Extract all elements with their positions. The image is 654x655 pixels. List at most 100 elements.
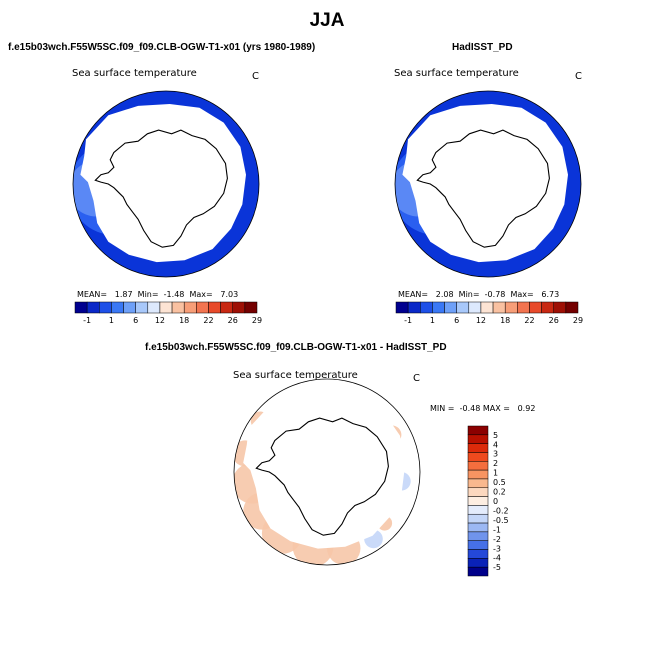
obs-colorbar-box-6 — [468, 301, 482, 314]
obs-colorbar-box-8 — [492, 301, 506, 314]
diff-colorbar-box-10 — [467, 513, 489, 524]
model-antarctica — [94, 129, 228, 248]
obs-colorbar-box-12 — [541, 301, 554, 314]
obs-colorbar-label-1: 1 — [430, 316, 435, 325]
model-colorbar-box-14 — [244, 301, 258, 314]
diff-colorbar-label-3: 2 — [493, 459, 498, 468]
diff-map-border — [233, 378, 421, 566]
diff-colorbar-box-1 — [467, 434, 489, 444]
diff-colorbar-box-0 — [467, 425, 489, 436]
obs-colorbar-box-1 — [407, 301, 421, 314]
obs-colorbar-label-5: 22 — [524, 316, 534, 325]
diff-colorbar-label-4: 1 — [493, 469, 498, 478]
model-colorbar-label-1: 1 — [109, 316, 114, 325]
diff-colorbar-box-15 — [467, 558, 489, 568]
obs-colorbar-box-13 — [553, 301, 567, 314]
model-colorbar-label-5: 22 — [203, 316, 213, 325]
model-colorbar-box-0 — [74, 301, 88, 314]
obs-colorbar-label-0: -1 — [404, 316, 412, 325]
colorbar-model: -1 1 6 12 18 22 26 29 — [74, 301, 262, 325]
model-colorbar-box-5 — [135, 301, 149, 314]
obs-colorbar-label-4: 18 — [500, 316, 510, 325]
colorbar-obs: -1 1 6 12 18 22 26 29 — [395, 301, 583, 325]
obs-map-border — [394, 90, 582, 278]
model-colorbar-box-4 — [123, 301, 136, 314]
diff-colorbar-box-11 — [467, 522, 489, 533]
model-colorbar-label-3: 12 — [155, 316, 165, 325]
model-colorbar-box-3 — [111, 301, 124, 314]
obs-colorbar-box-5 — [456, 301, 470, 314]
obs-colorbar-box-4 — [444, 301, 457, 314]
model-colorbar-box-8 — [171, 301, 185, 314]
diff-colorbar-label-6: 0.2 — [493, 488, 506, 497]
diff-colorbar-box-3 — [467, 452, 489, 462]
map-panel-model — [72, 90, 260, 278]
panel-obs-title: HadISST_PD — [452, 42, 513, 53]
diff-colorbar-box-6 — [467, 478, 489, 489]
diff-colorbar-box-9 — [467, 505, 489, 515]
model-colorbar-box-6 — [147, 301, 161, 314]
diff-colorbar-label-9: -0.5 — [493, 516, 509, 525]
panel-diff-units: C — [413, 373, 420, 384]
model-colorbar-label-4: 18 — [179, 316, 189, 325]
map-panel-obs — [394, 90, 582, 278]
obs-colorbar-label-6: 26 — [549, 316, 559, 325]
obs-colorbar-box-14 — [565, 301, 579, 314]
model-colorbar-box-11 — [208, 301, 221, 314]
diff-colorbar-label-2: 3 — [493, 450, 498, 459]
panel-model-stats: MEAN= 1.87 Min= -1.48 Max= 7.03 — [77, 290, 239, 299]
model-colorbar-box-10 — [196, 301, 209, 314]
obs-colorbar-box-11 — [529, 301, 542, 314]
obs-colorbar-box-10 — [517, 301, 530, 314]
diff-colorbar-box-14 — [467, 549, 489, 559]
panel-model-variable: Sea surface temperature — [72, 68, 197, 79]
model-colorbar-box-12 — [220, 301, 233, 314]
diff-colorbar-label-0: 5 — [493, 431, 498, 440]
model-colorbar-label-0: -1 — [83, 316, 91, 325]
diff-colorbar-box-5 — [467, 469, 489, 480]
model-map-border — [72, 90, 260, 278]
panel-diff-stats: MIN = -0.48 MAX = 0.92 — [430, 404, 536, 413]
obs-colorbar-box-9 — [504, 301, 518, 314]
panel-obs-units: C — [575, 71, 582, 82]
obs-colorbar-label-3: 12 — [476, 316, 486, 325]
diff-colorbar-label-14: -5 — [493, 563, 501, 572]
diff-colorbar-label-11: -2 — [493, 535, 501, 544]
diff-colorbar-box-7 — [467, 487, 489, 497]
diff-colorbar-box-2 — [467, 443, 489, 453]
diff-colorbar-label-7: 0 — [493, 497, 498, 506]
diff-colorbar-box-8 — [467, 496, 489, 506]
obs-colorbar-box-3 — [432, 301, 445, 314]
obs-colorbar-box-2 — [420, 301, 433, 314]
diff-antarctica — [255, 417, 389, 536]
diff-colorbar-box-4 — [467, 461, 489, 471]
model-colorbar-box-9 — [183, 301, 197, 314]
diff-colorbar-label-1: 4 — [493, 440, 498, 449]
model-colorbar-box-2 — [99, 301, 112, 314]
diff-colorbar-label-8: -0.2 — [493, 506, 509, 515]
diff-colorbar-label-12: -3 — [493, 544, 501, 553]
diff-colorbar-label-10: -1 — [493, 525, 501, 534]
obs-colorbar-label-7: 29 — [573, 316, 583, 325]
model-colorbar-box-13 — [232, 301, 246, 314]
diff-colorbar-box-12 — [467, 531, 489, 541]
diff-colorbar-label-13: -4 — [493, 554, 501, 563]
figure-title: JJA — [309, 10, 345, 31]
panel-diff-variable: Sea surface temperature — [233, 370, 358, 381]
panel-model-title: f.e15b03wch.F55W5SC.f09_f09.CLB-OGW-T1-x… — [8, 42, 316, 53]
model-colorbar-label-2: 6 — [133, 316, 138, 325]
obs-colorbar-label-2: 6 — [454, 316, 459, 325]
diff-colorbar-label-5: 0.5 — [493, 478, 506, 487]
panel-model-units: C — [252, 71, 259, 82]
diff-colorbar-box-16 — [467, 566, 489, 577]
obs-colorbar-box-7 — [480, 301, 494, 314]
obs-antarctica — [416, 129, 550, 248]
panel-diff-title: f.e15b03wch.F55W5SC.f09_f09.CLB-OGW-T1-x… — [145, 342, 447, 353]
model-colorbar-box-1 — [86, 301, 100, 314]
obs-colorbar-box-0 — [395, 301, 409, 314]
model-colorbar-box-7 — [159, 301, 173, 314]
map-panel-diff — [233, 378, 421, 566]
panel-obs-stats: MEAN= 2.08 Min= -0.78 Max= 6.73 — [398, 290, 560, 299]
